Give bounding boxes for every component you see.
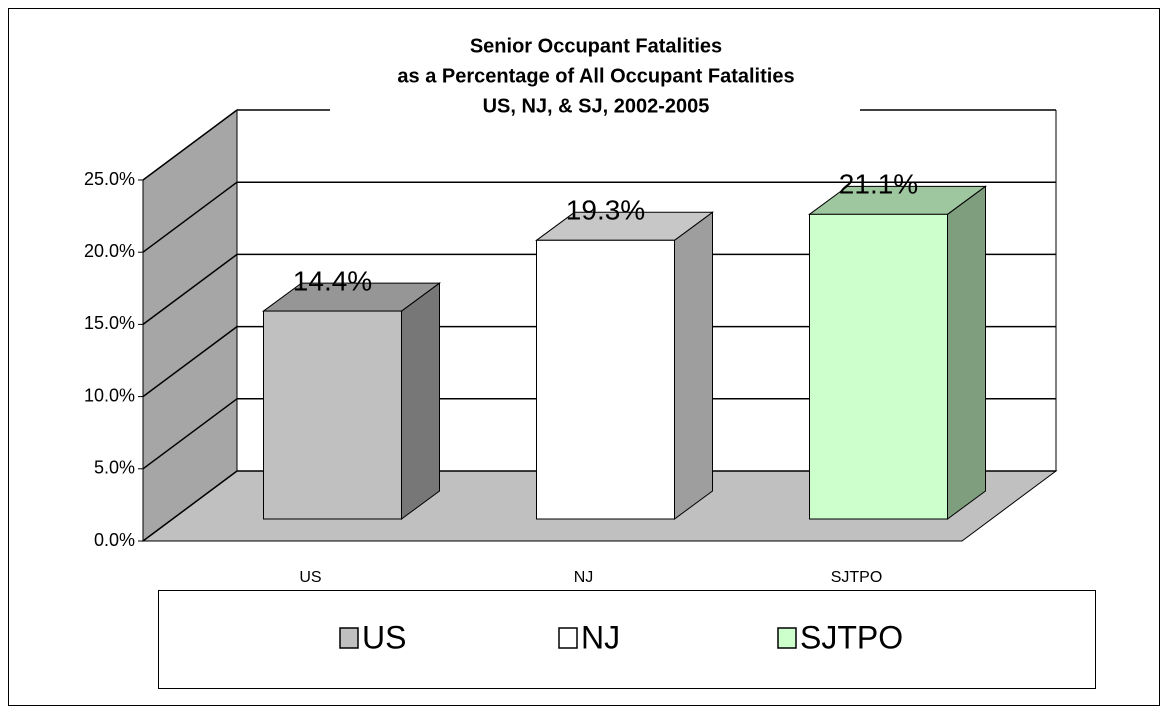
title-box <box>330 28 860 128</box>
legend-label: SJTPO <box>800 619 903 655</box>
grid-line <box>142 325 238 398</box>
x-tick-label: NJ <box>574 569 594 586</box>
value-label: 14.4% <box>293 265 372 296</box>
value-label: 19.3% <box>566 195 645 226</box>
y-tick-label: 0.0% <box>94 530 135 550</box>
bar <box>261 282 442 520</box>
x-tick-label: US <box>299 569 321 586</box>
grid-line <box>142 470 238 542</box>
y-tick-label: 20.0% <box>84 241 135 261</box>
y-tick-label: 5.0% <box>94 458 135 478</box>
grid-line <box>142 398 238 470</box>
bar <box>807 185 988 520</box>
y-tick-label: 15.0% <box>84 313 135 333</box>
bar-side <box>401 282 440 520</box>
side-wall <box>142 109 238 542</box>
bar-front <box>809 213 948 520</box>
grid-line <box>142 253 238 326</box>
y-tick-label: 10.0% <box>84 385 135 405</box>
chart-title: Senior Occupant Fatalities <box>470 35 722 57</box>
plot-area: 0.0% 5.0% 10.0% 15.0% 20.0% 25.0% 14.4% 19.3% 21… <box>84 109 1058 550</box>
grid-line <box>142 109 238 181</box>
chart-title: as a Percentage of All Occupant Fataliti… <box>397 65 794 87</box>
bar <box>534 211 715 520</box>
grid-line <box>142 181 238 253</box>
y-tick-label: 25.0% <box>84 169 135 189</box>
legend-label: NJ <box>581 619 620 655</box>
x-tick-label: SJTPO <box>831 569 883 586</box>
legend <box>158 590 1096 689</box>
legend-label: US <box>362 619 406 655</box>
bar-front <box>263 310 402 520</box>
legend-swatch <box>558 627 578 649</box>
value-label: 21.1% <box>839 169 918 200</box>
bar-front <box>536 239 675 520</box>
chart-title: US, NJ, & SJ, 2002-2005 <box>483 95 710 117</box>
bar-side <box>674 211 713 520</box>
legend-swatch <box>777 627 797 649</box>
bar-side <box>947 185 986 520</box>
legend-swatch <box>339 627 359 649</box>
